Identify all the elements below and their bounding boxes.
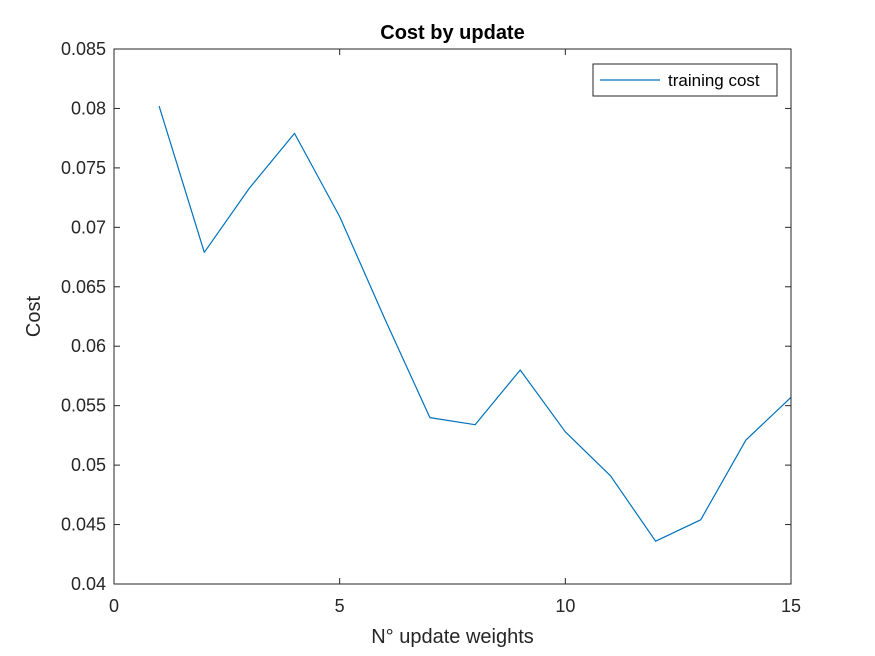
- y-axis-ticks: 0.04 0.045 0.05 0.055 0.06 0.065 0.07 0.075 0.08…: [61, 39, 791, 594]
- series-layer: [158, 105, 792, 542]
- y-tick-label: 0.065: [61, 277, 106, 297]
- legend: training cost: [592, 63, 778, 97]
- axes-box: [113, 48, 792, 585]
- x-tick-label: 15: [781, 596, 801, 616]
- y-tick-label: 0.085: [61, 39, 106, 59]
- y-tick-label: 0.07: [71, 217, 106, 237]
- y-axis-label: Cost: [23, 295, 45, 337]
- y-tick-label: 0.055: [61, 396, 106, 416]
- series-line-training-cost: [158, 105, 792, 542]
- plot-area: [114, 49, 791, 584]
- y-tick-label: 0.045: [61, 515, 106, 535]
- x-tick-label: 5: [335, 596, 345, 616]
- y-tick-label: 0.075: [61, 158, 106, 178]
- x-axis-label: N° update weights: [371, 626, 534, 648]
- chart-title: Cost by update: [380, 22, 524, 44]
- y-tick-label: 0.04: [71, 574, 106, 594]
- y-tick-label: 0.08: [71, 98, 106, 118]
- x-tick-label: 0: [109, 596, 119, 616]
- x-tick-label: 10: [555, 596, 575, 616]
- x-axis-ticks: 0 5 10 15: [109, 49, 801, 616]
- y-tick-label: 0.05: [71, 455, 106, 475]
- legend-entry-training-cost: training cost: [668, 71, 760, 90]
- y-tick-label: 0.06: [71, 336, 106, 356]
